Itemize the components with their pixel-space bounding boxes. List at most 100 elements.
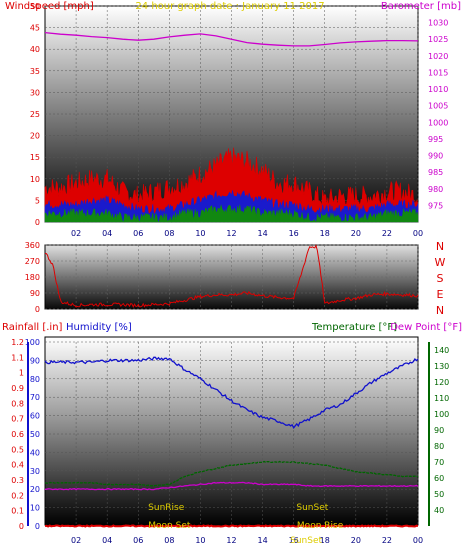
astro-event-label: SunSet (290, 536, 322, 546)
baro-y-ticks: 975 980 985 990 995 1000 1005 1010 1015 1020 1025 1… (428, 19, 448, 211)
humidity-x-tick: 06 (133, 536, 143, 545)
wind-x-tick: 14 (257, 229, 267, 238)
humidity-temp-panel: Rainfall [.in] Humidity [%] Temperature … (2, 322, 462, 546)
baro-y-tick: 1005 (428, 102, 448, 111)
rain-y-tick: 0 (19, 522, 24, 531)
wind-x-tick: 16 (289, 229, 299, 238)
wind-baro-panel: Windspeed [mph] 24 hour graph date : Jan… (5, 1, 461, 238)
astro-event-label: Moon Rise (297, 521, 344, 531)
temperature-y-tick: 120 (434, 378, 449, 387)
humidity-x-tick: 08 (164, 536, 174, 545)
wind-y-tick: 35 (30, 67, 40, 76)
rain-axis-label: Rainfall [.in] (2, 322, 63, 333)
temperature-y-tick: 90 (434, 426, 444, 435)
baro-y-tick: 1000 (428, 118, 448, 127)
temperature-y-tick: 100 (434, 410, 449, 419)
wind-x-tick: 20 (351, 229, 361, 238)
humidity-y-tick: 90 (30, 356, 40, 365)
rain-y-ticks: 0 0.1 0.2 0.3 0.4 0.5 0.6 0.7 0.8 0.9 1 1.1 1.2 (11, 338, 24, 531)
temperature-y-tick: 130 (434, 362, 449, 371)
humidity-line (44, 356, 419, 430)
wind-x-tick: 22 (382, 229, 392, 238)
wind-x-tick: 10 (195, 229, 205, 238)
wind-y-tick: 15 (30, 153, 40, 162)
rainfall-line (44, 524, 419, 528)
baro-y-tick: 985 (428, 168, 443, 177)
wind-y-tick: 5 (35, 196, 40, 205)
humidity-x-ticks: 02 04 06 08 10 12 14 16 18 20 22 00 (71, 536, 423, 545)
direction-series (44, 244, 419, 308)
astro-event-label: SunRise (148, 503, 185, 513)
direction-y-ticks: 0 90 180 270 360 (25, 241, 40, 314)
rain-y-tick: 0.5 (11, 445, 24, 454)
wind-y-tick: 50 (30, 2, 40, 11)
rain-y-tick: 0.1 (11, 507, 24, 516)
wind-avg-area (44, 190, 419, 223)
humidity-x-tick: 04 (102, 536, 112, 545)
humidity-y-ticks: 0 10 20 30 40 50 60 70 80 90 100 (25, 338, 40, 531)
compass-label: N (436, 240, 444, 253)
compass-label: E (437, 288, 444, 301)
humidity-x-tick: 02 (71, 536, 81, 545)
humidity-y-tick: 50 (30, 430, 40, 439)
humidity-y-tick: 40 (30, 448, 40, 457)
wind-y-tick: 30 (30, 88, 40, 97)
wind-y-tick: 10 (30, 175, 40, 184)
barometer-line (44, 31, 419, 47)
astro-event-label: Moon Set (148, 521, 191, 531)
humidity-x-tick: 18 (320, 536, 330, 545)
direction-line (44, 244, 419, 308)
baro-axis-label: Barometer [mb] (381, 1, 461, 12)
baro-y-tick: 995 (428, 135, 443, 144)
humidity-y-tick: 0 (35, 522, 40, 531)
wind-y-tick: 25 (30, 110, 40, 119)
astro-events: SunRise SunSet Moon Set Moon Rise SunSet (148, 503, 344, 546)
wind-y-tick: 45 (30, 24, 40, 33)
astro-event-label: SunSet (296, 503, 328, 513)
rain-y-tick: 1 (19, 369, 24, 378)
wind-x-tick: 06 (133, 229, 143, 238)
humidity-y-tick: 80 (30, 375, 40, 384)
baro-y-tick: 980 (428, 185, 443, 194)
temperature-y-tick: 40 (434, 506, 444, 515)
wind-x-tick: 02 (71, 229, 81, 238)
wind-min-area (44, 204, 419, 223)
wind-x-tick: 08 (164, 229, 174, 238)
direction-y-tick: 0 (35, 305, 40, 314)
wind-y-tick: 40 (30, 45, 40, 54)
wind-x-tick: 12 (226, 229, 236, 238)
rain-y-tick: 0.4 (11, 461, 24, 470)
humidity-y-tick: 70 (30, 393, 40, 402)
rain-y-tick: 0.6 (11, 430, 24, 439)
temperature-y-tick: 70 (434, 458, 444, 467)
temperature-y-tick: 50 (434, 490, 444, 499)
rain-y-tick: 1.2 (11, 338, 24, 347)
wind-gust-area (44, 147, 419, 223)
humidity-series (44, 356, 419, 528)
rain-y-tick: 0.7 (11, 415, 24, 424)
baro-y-tick: 975 (428, 201, 443, 210)
temperature-line (44, 460, 419, 487)
humidity-x-tick: 16 (289, 536, 299, 545)
humidity-axis-label: Humidity [%] (66, 322, 132, 333)
direction-y-tick: 270 (25, 257, 40, 266)
humidity-y-tick: 100 (25, 338, 40, 347)
wind-y-tick: 0 (35, 218, 40, 227)
humidity-y-tick: 20 (30, 485, 40, 494)
rain-y-tick: 0.3 (11, 476, 24, 485)
temperature-y-ticks: 40 50 60 70 80 90 100 110 120 130 140 (434, 346, 449, 515)
direction-y-tick: 360 (25, 241, 40, 250)
wind-x-tick: 18 (320, 229, 330, 238)
temperature-y-tick: 140 (434, 346, 449, 355)
wind-y-ticks: 0 5 10 15 20 25 30 35 40 45 50 (30, 2, 40, 227)
humidity-x-tick: 12 (226, 536, 236, 545)
rain-y-tick: 0.2 (11, 491, 24, 500)
humidity-x-tick: 00 (413, 536, 423, 545)
baro-y-tick: 1025 (428, 35, 448, 44)
humidity-y-tick: 30 (30, 467, 40, 476)
wind-x-ticks: 02 04 06 08 10 12 14 16 18 20 22 00 (71, 229, 423, 238)
temperature-y-tick: 60 (434, 474, 444, 483)
